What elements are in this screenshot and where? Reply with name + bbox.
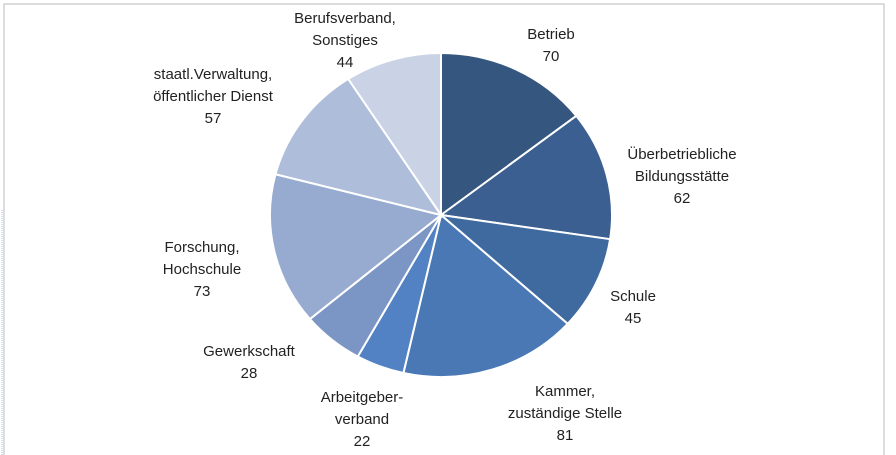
- pie-slice: [402, 213, 570, 378]
- slice-label: Bildungsstätte: [635, 168, 729, 185]
- slice-label: Betrieb: [527, 26, 575, 43]
- slice-label: Berufsverband,: [294, 10, 396, 27]
- pie-slice: [440, 51, 578, 217]
- slice-label: Sonstiges: [312, 32, 378, 49]
- slice-label: Arbeitgeber-: [321, 389, 404, 406]
- value-label: 81: [557, 427, 574, 444]
- pie-slice: [346, 51, 442, 219]
- pie-slice: [269, 173, 444, 321]
- slice-label: Überbetriebliche: [627, 145, 736, 163]
- slice-label: Hochschule: [163, 261, 241, 278]
- value-label: 44: [337, 54, 354, 71]
- slice-label: Kammer,: [535, 383, 595, 400]
- slice-label: öffentlicher Dienst: [153, 88, 274, 105]
- slice-label: Schule: [610, 288, 656, 305]
- value-label: 22: [354, 433, 371, 450]
- slice-label: Forschung,: [164, 239, 239, 256]
- value-label: 57: [205, 110, 222, 127]
- value-label: 73: [194, 283, 211, 300]
- slice-label: Gewerkschaft: [203, 343, 296, 360]
- pie-slice: [437, 213, 612, 326]
- pie-slice: [438, 114, 613, 241]
- value-label: 28: [241, 365, 258, 382]
- value-label: 62: [674, 190, 691, 207]
- slice-label: verband: [335, 411, 389, 428]
- value-label: 45: [625, 310, 642, 327]
- slice-label: zuständige Stelle: [508, 405, 622, 422]
- slice-label: staatl.Verwaltung,: [154, 66, 272, 83]
- pie-slice: [274, 77, 444, 217]
- value-label: 70: [543, 48, 560, 65]
